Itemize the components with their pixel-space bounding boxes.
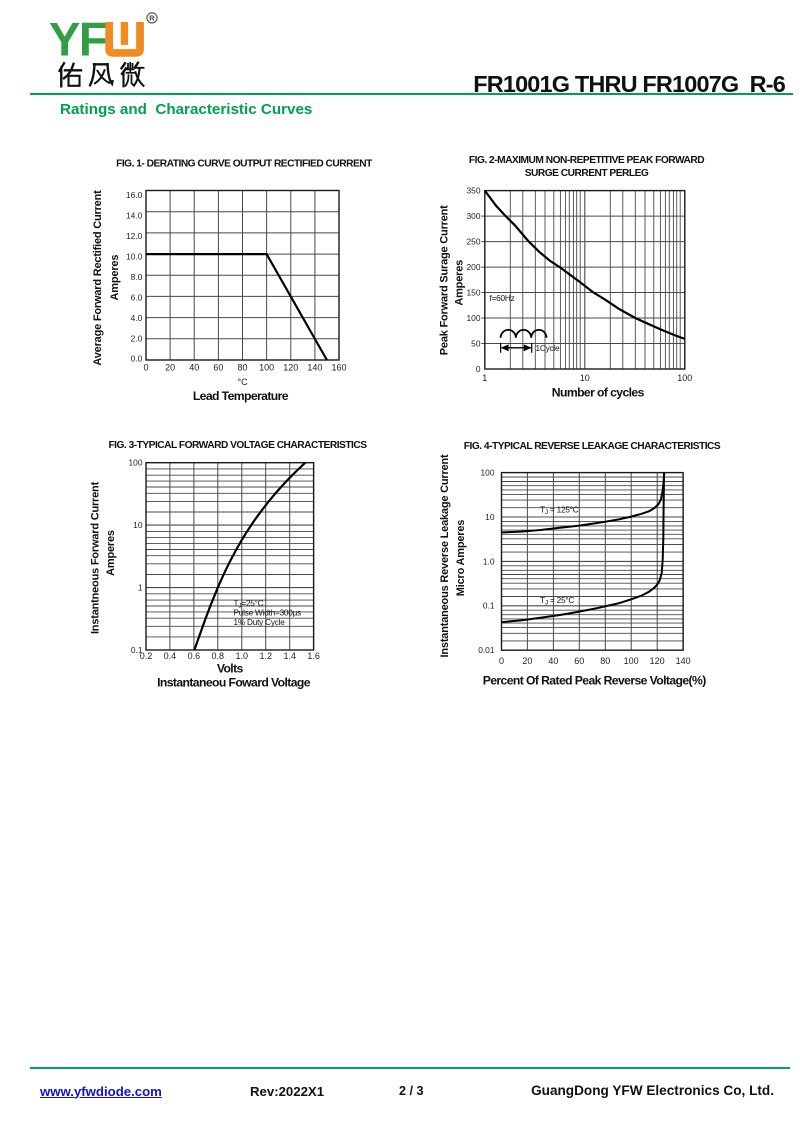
svg-text:1.0: 1.0 xyxy=(483,556,495,566)
svg-text:°C: °C xyxy=(238,377,249,387)
svg-text:140: 140 xyxy=(676,656,691,666)
svg-text:8.0: 8.0 xyxy=(131,272,143,282)
svg-text:250: 250 xyxy=(467,237,481,247)
svg-text:120: 120 xyxy=(650,656,665,666)
svg-text:1.2: 1.2 xyxy=(259,651,272,661)
svg-text:100: 100 xyxy=(467,313,481,323)
svg-text:0.2: 0.2 xyxy=(140,651,153,661)
svg-text:100: 100 xyxy=(129,458,143,468)
svg-text:100: 100 xyxy=(677,373,692,383)
svg-text:Amperes: Amperes xyxy=(453,260,465,306)
svg-text:1: 1 xyxy=(138,583,143,593)
svg-text:Average Forward Rectified Curr: Average Forward Rectified Current xyxy=(92,190,104,366)
svg-text:0.0: 0.0 xyxy=(131,354,143,364)
svg-text:1Cycle: 1Cycle xyxy=(536,344,560,353)
svg-text:Instantneous Forward Current: Instantneous Forward Current xyxy=(89,481,101,634)
svg-text:Amperes: Amperes xyxy=(109,255,121,301)
svg-text:R: R xyxy=(149,14,155,23)
svg-text:0: 0 xyxy=(499,656,504,666)
svg-text:FIG. 3-TYPICAL FORWARD VOLTAGE: FIG. 3-TYPICAL FORWARD VOLTAGE CHARACTER… xyxy=(108,440,367,451)
svg-text:0.01: 0.01 xyxy=(478,645,495,655)
svg-text:40: 40 xyxy=(548,656,558,666)
svg-text:200: 200 xyxy=(467,262,481,272)
svg-text:Peak Forward Surage Current: Peak Forward Surage Current xyxy=(439,205,451,355)
svg-text:f=60Hz: f=60Hz xyxy=(490,294,515,303)
svg-text:0.1: 0.1 xyxy=(483,601,495,611)
svg-text:0: 0 xyxy=(476,364,481,374)
svg-text:Micro Amperes: Micro Amperes xyxy=(455,520,467,597)
svg-text:10: 10 xyxy=(580,373,590,383)
svg-text:10: 10 xyxy=(485,512,495,522)
svg-text:Volts: Volts xyxy=(217,661,244,675)
svg-text:160: 160 xyxy=(331,362,346,372)
svg-text:1.4: 1.4 xyxy=(283,651,296,661)
svg-text:10.0: 10.0 xyxy=(126,252,143,262)
svg-text:FIG. 1- DERATING CURVE OUTPUT: FIG. 1- DERATING CURVE OUTPUT RECTIFIED … xyxy=(116,159,373,170)
svg-text:Instantaneou Foward Voltage: Instantaneou Foward Voltage xyxy=(157,676,311,690)
svg-text:Instantaneous Reverse Leakage: Instantaneous Reverse Leakage Current xyxy=(439,454,451,657)
svg-text:40: 40 xyxy=(189,362,199,372)
svg-text:0.1: 0.1 xyxy=(131,645,143,655)
svg-text:100: 100 xyxy=(624,656,639,666)
svg-text:0.4: 0.4 xyxy=(164,651,177,661)
svg-text:0.8: 0.8 xyxy=(212,651,225,661)
svg-text:0: 0 xyxy=(143,362,148,372)
svg-text:300: 300 xyxy=(467,211,481,221)
svg-text:20: 20 xyxy=(165,362,175,372)
svg-text:100: 100 xyxy=(481,468,495,478)
svg-text:80: 80 xyxy=(237,362,247,372)
svg-text:60: 60 xyxy=(574,656,584,666)
svg-text:TJ = 125°C: TJ = 125°C xyxy=(540,506,579,517)
svg-text:Percent Of Rated Peak Reverse: Percent Of Rated Peak Reverse Voltage(%) xyxy=(483,674,707,688)
svg-text:TJ = 25°C: TJ = 25°C xyxy=(540,596,574,607)
svg-text:100: 100 xyxy=(259,362,274,372)
svg-text:350: 350 xyxy=(467,186,481,196)
svg-text:0.6: 0.6 xyxy=(188,651,201,661)
svg-text:10: 10 xyxy=(133,520,143,530)
svg-text:TJ=25°C: TJ=25°C xyxy=(234,599,264,610)
svg-text:20: 20 xyxy=(522,656,532,666)
svg-text:Pulse Width=300µs: Pulse Width=300µs xyxy=(234,609,302,618)
svg-text:4.0: 4.0 xyxy=(131,313,143,323)
svg-text:120: 120 xyxy=(283,362,298,372)
svg-text:1: 1 xyxy=(482,373,487,383)
svg-text:140: 140 xyxy=(307,362,322,372)
svg-text:SURGE CURRENT PERLEG: SURGE CURRENT PERLEG xyxy=(525,168,649,179)
svg-text:Amperes: Amperes xyxy=(105,530,117,576)
svg-text:14.0: 14.0 xyxy=(126,211,143,221)
svg-text:Lead Temperature: Lead Temperature xyxy=(193,389,289,403)
svg-text:80: 80 xyxy=(600,656,610,666)
svg-text:50: 50 xyxy=(471,338,481,348)
svg-text:12.0: 12.0 xyxy=(126,231,143,241)
svg-text:2.0: 2.0 xyxy=(131,333,143,343)
svg-text:1.6: 1.6 xyxy=(307,651,320,661)
svg-text:1.0: 1.0 xyxy=(236,651,249,661)
svg-text:Number of cycles: Number of cycles xyxy=(552,385,645,399)
svg-text:16.0: 16.0 xyxy=(126,190,143,200)
svg-text:YF: YF xyxy=(49,13,106,66)
svg-text:FIG. 2-MAXIMUM NON-REPETITIVE: FIG. 2-MAXIMUM NON-REPETITIVE PEAK FORWA… xyxy=(469,155,704,166)
svg-text:60: 60 xyxy=(213,362,223,372)
svg-text:1% Duty Cycle: 1% Duty Cycle xyxy=(234,618,286,627)
svg-text:6.0: 6.0 xyxy=(131,292,143,302)
svg-text:150: 150 xyxy=(467,287,481,297)
svg-text:FIG. 4-TYPICAL REVERSE LEAKAGE: FIG. 4-TYPICAL REVERSE LEAKAGE CHARACTER… xyxy=(464,441,721,452)
